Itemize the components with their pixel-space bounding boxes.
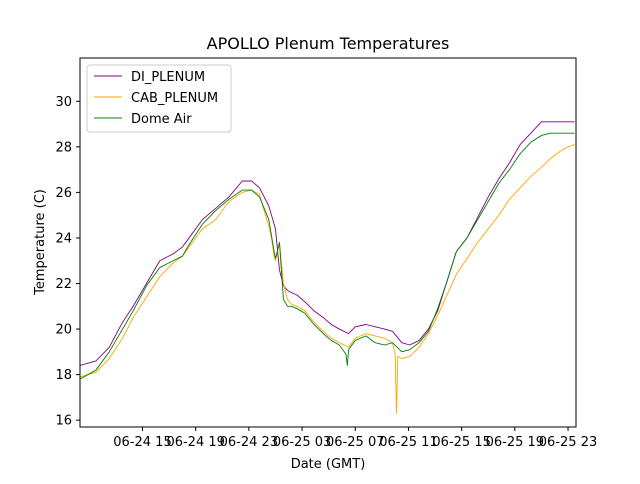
- legend-label-di-plenum: DI_PLENUM: [131, 70, 205, 85]
- x-tick-label: 06-24 19: [166, 435, 224, 450]
- x-tick-label: 06-25 15: [432, 435, 490, 450]
- series-line-di-plenum: [80, 121, 575, 366]
- x-tick-label: 06-24 15: [113, 435, 171, 450]
- legend: DI_PLENUM CAB_PLENUM Dome Air: [86, 64, 232, 133]
- legend-label-dome-air: Dome Air: [131, 112, 192, 127]
- x-tick-label: 06-25 23: [539, 435, 597, 450]
- y-axis-ticks: 16 18 20 22 24 26 28 30: [55, 95, 80, 429]
- y-tick-label: 28: [55, 140, 72, 155]
- series-line-cab-plenum: [80, 144, 575, 414]
- legend-entries: DI_PLENUM CAB_PLENUM Dome Air: [94, 70, 218, 127]
- y-tick-label: 24: [55, 231, 72, 246]
- x-tick-label: 06-24 23: [220, 435, 278, 450]
- legend-box: [86, 64, 232, 133]
- y-tick-label: 22: [55, 277, 72, 292]
- plot-frame: [79, 57, 577, 428]
- y-tick-label: 26: [55, 186, 72, 201]
- x-tick-label: 06-25 07: [326, 435, 384, 450]
- y-tick-label: 20: [55, 323, 72, 338]
- y-tick-label: 30: [55, 95, 72, 110]
- x-axis-label: Date (GMT): [291, 457, 366, 472]
- y-tick-label: 16: [55, 414, 72, 429]
- series-line-dome-air: [80, 132, 575, 380]
- x-tick-label: 06-25 11: [379, 435, 437, 450]
- y-axis-label: Temperature (C): [33, 189, 48, 296]
- legend-label-cab-plenum: CAB_PLENUM: [131, 91, 218, 106]
- series-layer: [80, 121, 575, 414]
- x-tick-label: 06-25 03: [273, 435, 331, 450]
- x-tick-label: 06-25 19: [486, 435, 544, 450]
- chart-title: APOLLO Plenum Temperatures: [207, 34, 450, 53]
- y-tick-label: 18: [55, 368, 72, 383]
